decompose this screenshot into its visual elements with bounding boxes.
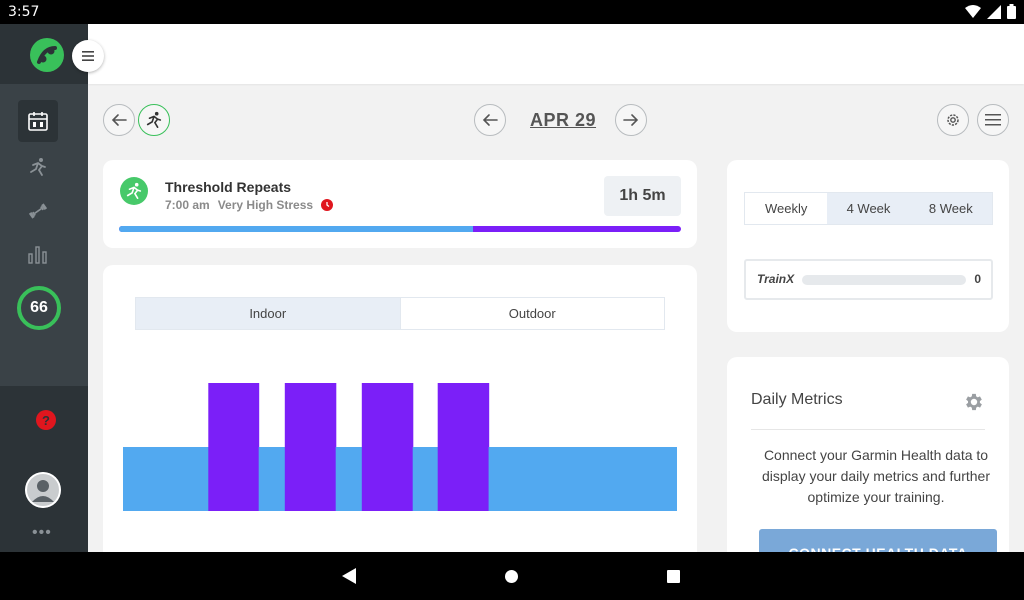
workout-chart-card: Indoor Outdoor [103,265,697,565]
top-bar [88,24,1024,84]
workout-duration: 1h 5m [604,176,681,216]
wifi-icon [965,4,981,18]
next-day-button[interactable] [615,104,647,136]
interval-bar-high [437,383,490,511]
logo-icon [37,46,57,64]
workout-title: Threshold Repeats [165,179,292,195]
help-button[interactable]: ? [36,410,56,430]
android-nav-bar [0,552,1024,600]
sidebar-item-training[interactable] [18,190,58,232]
app-logo[interactable] [30,38,64,72]
interval-bar-high [361,383,414,511]
interval-bar-low [412,447,439,511]
daily-metrics-title: Daily Metrics [751,391,843,408]
list-icon [985,114,1001,126]
interval-bar-low [488,447,677,511]
workout-type-icon [120,177,148,205]
nav-back-icon[interactable] [342,568,356,584]
list-button[interactable] [977,104,1009,136]
prev-day-button[interactable] [474,104,506,136]
gear-icon [947,114,959,126]
signal-icon [987,4,1001,19]
runner-icon [146,111,162,129]
tab-4-week[interactable]: 4 Week [846,201,891,216]
workout-time: 7:00 am [165,198,210,212]
workout-intensity-chart [123,383,677,511]
daily-metrics-text: Connect your Garmin Health data to displ… [762,447,990,505]
current-date[interactable]: APR 29 [530,110,597,130]
hamburger-icon [82,51,94,61]
divider [751,429,985,430]
calendar-icon [28,112,48,131]
settings-button[interactable] [937,104,969,136]
nav-home-icon[interactable] [505,570,518,583]
status-time: 3:57 [8,4,40,20]
tab-outdoor[interactable]: Outdoor [399,298,664,329]
tab-weekly[interactable]: Weekly [745,193,828,224]
sidebar-item-workouts[interactable] [18,146,58,188]
sidebar-item-analytics[interactable] [18,233,58,275]
workout-card[interactable]: Threshold Repeats 7:00 am Very High Stre… [103,160,697,248]
interval-bar-high [208,383,260,511]
runner-icon [126,182,142,200]
workout-subtitle: 7:00 am Very High Stress [165,198,334,212]
bar-chart-icon [28,246,47,264]
score-badge[interactable]: 66 [17,286,61,330]
trainx-card: Weekly 4 Week 8 Week TrainX 0 [727,160,1009,332]
gear-icon[interactable] [963,391,985,413]
activity-button[interactable] [138,104,170,136]
tab-8-week[interactable]: 8 Week [928,201,973,216]
status-icons [965,4,1016,19]
interval-bar-low [123,447,209,511]
status-bar: 3:57 [0,0,1024,24]
daily-metrics-card: Daily Metrics Connect your Garmin Health… [727,357,1009,567]
trainx-value: 0 [974,272,981,286]
sidebar-item-calendar[interactable] [18,100,58,142]
battery-icon [1007,4,1016,19]
trainx-label: TrainX [757,272,795,286]
tab-indoor[interactable]: Indoor [136,298,400,329]
menu-button[interactable] [72,40,104,72]
more-icon[interactable]: ••• [32,524,52,541]
progress-fill [119,226,474,232]
nav-recents-icon[interactable] [667,570,680,583]
interval-bar-high [284,383,337,511]
back-button[interactable] [103,104,135,136]
avatar[interactable] [25,472,61,508]
arrow-right-icon [623,114,639,126]
trainx-bar [802,275,966,285]
interval-bar-low [258,447,286,511]
arrow-left-icon [482,114,498,126]
interval-bar-low [335,447,363,511]
period-toggle: Weekly 4 Week 8 Week [744,192,993,225]
workout-stress: Very High Stress [217,198,314,212]
user-icon [25,472,61,508]
indoor-outdoor-toggle: Indoor Outdoor [135,297,665,330]
stress-clock-icon [321,199,334,211]
dumbbell-icon [28,203,48,219]
trainx-row[interactable]: TrainX 0 [744,259,993,300]
help-icon: ? [42,412,50,428]
workout-progress-bar [119,226,681,232]
runner-icon [30,158,46,176]
sidebar: 66 ? ••• [0,24,104,552]
arrow-left-icon [111,114,127,126]
